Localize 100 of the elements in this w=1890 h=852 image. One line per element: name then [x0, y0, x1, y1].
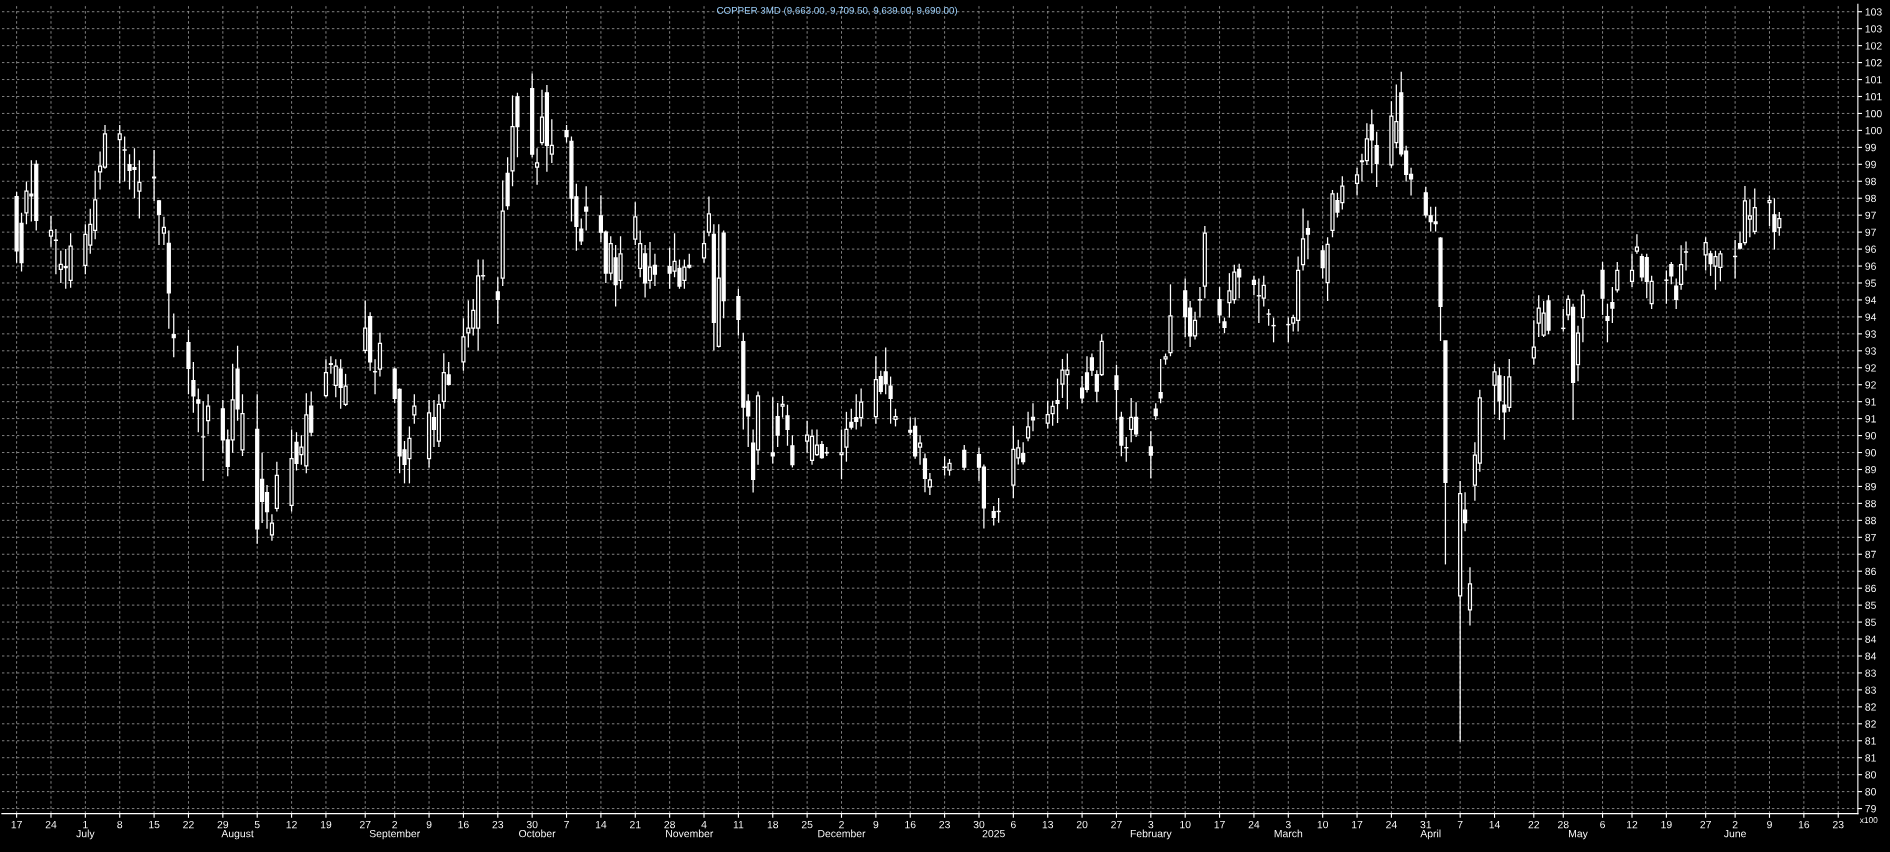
x-tick-label: 15 — [149, 820, 160, 829]
x-tick-label: 24 — [1248, 820, 1260, 829]
x-tick-label: 25 — [801, 820, 813, 829]
x-tick-label: 27 — [359, 820, 371, 829]
x-tick-label: 28 — [1558, 820, 1569, 829]
candlestick — [962, 444, 967, 471]
candlestick — [839, 428, 844, 480]
candlestick — [1664, 269, 1669, 305]
candlestick — [1158, 358, 1163, 404]
candlestick — [1060, 358, 1065, 399]
y-tick-label: 81 — [1865, 737, 1876, 745]
candlestick — [1192, 311, 1198, 341]
candlestick — [1752, 187, 1757, 235]
candlestick — [785, 404, 790, 447]
candlestick — [1148, 430, 1153, 479]
candlestick — [701, 229, 707, 264]
x-tick-label: 14 — [1489, 820, 1501, 829]
x2-tick-label: April — [1420, 829, 1441, 840]
candlestick — [1079, 375, 1085, 404]
candlestick — [1737, 230, 1743, 251]
x-tick-label: 28 — [664, 820, 675, 829]
candlestick — [584, 185, 589, 232]
x-tick-label: 16 — [1798, 820, 1810, 829]
x-tick-label: 1 — [83, 820, 88, 829]
candlestick — [1251, 275, 1257, 296]
x-tick-label: 2 — [839, 820, 844, 829]
x2-tick-label: 2025 — [982, 829, 1005, 838]
x-tick-label: 24 — [1386, 820, 1397, 829]
x-tick-label: 11 — [733, 820, 744, 829]
candlestick — [122, 135, 127, 183]
candlestick — [156, 199, 162, 246]
x-tick-label: 23 — [1832, 820, 1844, 829]
y-tick-label: 102 — [1865, 59, 1882, 67]
y-tick-label: 90 — [1865, 432, 1876, 440]
y-tick-label: 88 — [1865, 516, 1876, 525]
y-tick-label: 100 — [1865, 109, 1882, 118]
y-tick-label: 102 — [1865, 42, 1882, 50]
y-tick-label: 96 — [1865, 245, 1876, 253]
candlestick — [1050, 400, 1055, 427]
candlestick — [1772, 197, 1777, 251]
candlestick — [1025, 411, 1031, 442]
candlestick — [1124, 436, 1129, 463]
x2-tick-label: May — [1569, 830, 1588, 840]
candlestick — [1683, 240, 1689, 272]
x-tick-label: 30 — [526, 820, 538, 829]
candlestick — [780, 395, 785, 419]
y-tick-label: 93 — [1865, 347, 1876, 355]
candlestick — [495, 276, 500, 325]
candlestick — [854, 393, 859, 431]
y-tick-label: 84 — [1865, 652, 1877, 660]
x-tick-label: 3 — [1285, 820, 1291, 829]
x-tick-label: 8 — [117, 820, 123, 829]
candlestick — [24, 180, 29, 225]
candlestick — [1055, 377, 1060, 424]
y-tick-label: 86 — [1865, 584, 1876, 593]
candlestick — [1286, 316, 1291, 343]
candlestick — [1423, 186, 1428, 219]
candlestick — [633, 201, 638, 246]
candlestick — [269, 513, 275, 542]
x-tick-label: 10 — [1317, 820, 1329, 829]
candlestick — [888, 375, 893, 425]
x-tick-label: 30 — [973, 820, 985, 829]
x-tick-label: 7 — [564, 820, 569, 829]
y-tick-label: 83 — [1865, 686, 1876, 694]
candlestick — [1674, 277, 1679, 310]
candlestick — [1629, 253, 1635, 288]
candlestick — [1129, 397, 1134, 443]
candlestick — [814, 428, 820, 457]
x-tick-label: 20 — [1076, 820, 1088, 829]
x-tick-label: 16 — [458, 820, 469, 829]
x-tick-label: 4 — [701, 820, 707, 829]
x-tick-label: 12 — [1627, 820, 1638, 829]
candlestick — [1615, 261, 1620, 294]
y-tick-label: 98 — [1865, 194, 1876, 203]
x-tick-label: 2 — [1732, 820, 1738, 829]
y-tick-label: 94 — [1865, 296, 1877, 304]
x2-tick-label: July — [76, 829, 95, 840]
y-tick-label: 101 — [1865, 92, 1882, 101]
x-tick-label: 6 — [1010, 820, 1016, 829]
y-tick-label: 92 — [1865, 364, 1876, 372]
candlestick — [1305, 219, 1311, 260]
y-tick-label: 92 — [1865, 381, 1876, 389]
y-tick-label: 93 — [1865, 330, 1876, 338]
y-tick-label: 89 — [1865, 465, 1876, 474]
candlestick — [579, 217, 584, 246]
candlestick — [1433, 206, 1438, 233]
x2-tick-label: December — [818, 829, 866, 838]
y-tick-label: 90 — [1865, 449, 1876, 457]
x-tick-label: 16 — [905, 820, 916, 829]
y-tick-label: 87 — [1865, 550, 1876, 559]
candlestick — [883, 346, 888, 395]
y-tick-label: 100 — [1865, 126, 1882, 135]
candlestick — [1531, 319, 1536, 366]
candlestick — [652, 253, 658, 287]
x-tick-label: 9 — [426, 820, 432, 829]
candlestick — [1089, 352, 1095, 377]
candlestick — [534, 147, 540, 186]
y-tick-label: 97 — [1865, 211, 1876, 220]
candlestick — [1610, 286, 1615, 324]
y-tick-label: 85 — [1865, 601, 1876, 609]
